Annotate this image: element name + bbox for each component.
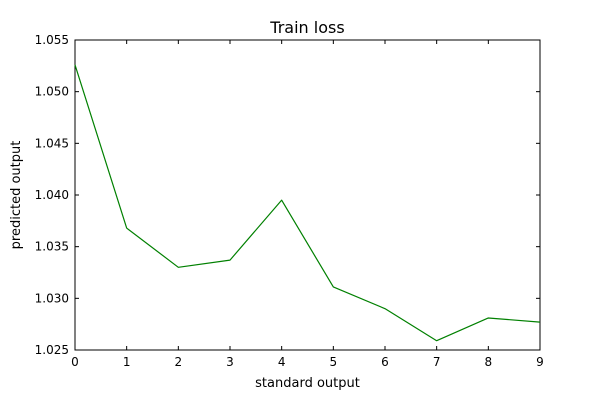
y-tick-label-2: 1.035 — [35, 240, 69, 254]
x-tick-label-8: 8 — [485, 355, 493, 369]
plot-frame — [74, 39, 541, 351]
y-tick-label-6: 1.055 — [35, 33, 69, 47]
x-tick-label-0: 0 — [71, 355, 79, 369]
x-tick-label-5: 5 — [330, 355, 338, 369]
x-tick-label-7: 7 — [433, 355, 441, 369]
x-axis-label: standard output — [255, 376, 360, 391]
y-tick-label-0: 1.025 — [35, 343, 69, 357]
x-tick-label-1: 1 — [123, 355, 131, 369]
y-tick-label-3: 1.040 — [35, 188, 69, 202]
y-axis-label: predicted output — [9, 141, 24, 250]
y-tick-label-1: 1.030 — [35, 291, 69, 305]
plot-area: 0 1 2 3 4 5 6 7 8 9 1.025 1.030 1.035 1.040 1.045 1.050… — [35, 33, 544, 369]
x-tick-label-6: 6 — [381, 355, 389, 369]
x-tick-label-4: 4 — [278, 355, 286, 369]
chart-title: Train loss — [269, 18, 344, 37]
y-tick-label-4: 1.045 — [35, 136, 69, 150]
x-tick-label-9: 9 — [536, 355, 544, 369]
y-tick-label-5: 1.050 — [35, 85, 69, 99]
series-line-0 — [74, 64, 541, 342]
x-tick-label-2: 2 — [175, 355, 183, 369]
x-tick-label-3: 3 — [226, 355, 234, 369]
